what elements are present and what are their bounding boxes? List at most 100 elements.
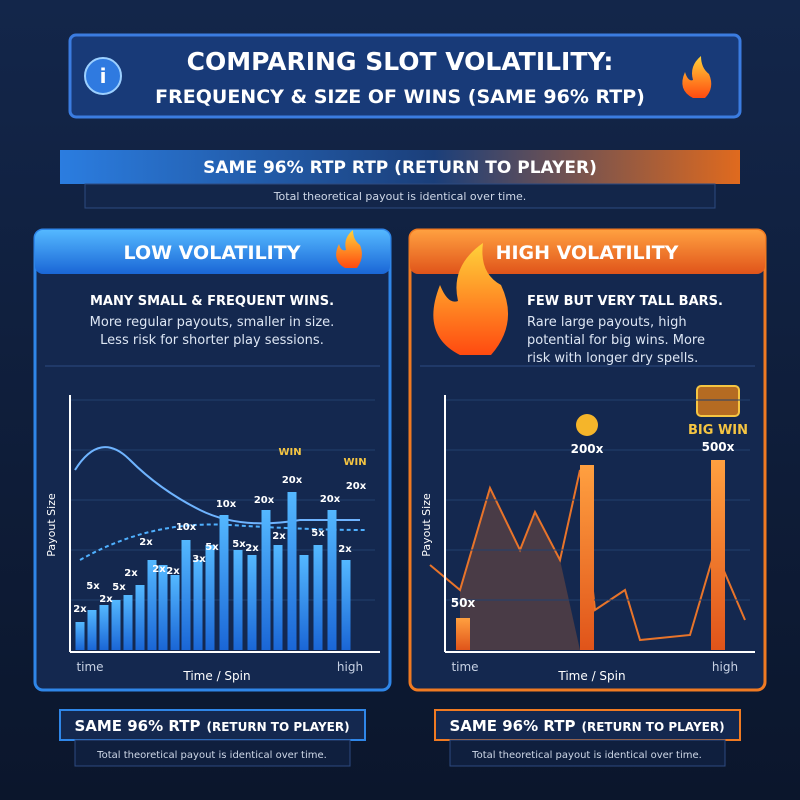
x-axis-label: Time / Spin: [182, 669, 250, 683]
x-axis-label: Time / Spin: [557, 669, 625, 683]
bar-label: 5x: [232, 539, 246, 550]
title-line1: COMPARING SLOT VOLATILITY:: [187, 47, 614, 76]
title-line2: FREQUENCY & SIZE OF WINS (SAME 96% RTP): [155, 86, 645, 108]
bar-label: 500x: [702, 440, 735, 454]
bar-label: 200x: [571, 442, 604, 456]
banner-sub: [84, 183, 716, 209]
bar-label: 20x: [254, 495, 275, 506]
footer-note: Total theoretical payout is identical ov…: [96, 750, 327, 761]
bar: [233, 550, 243, 650]
bar-label: 5x: [205, 542, 219, 553]
win-badge: WIN: [343, 457, 366, 468]
bar-label: 2x: [99, 594, 113, 605]
bar: [111, 600, 121, 650]
bar: [205, 545, 215, 650]
bar-label: 20x: [282, 475, 303, 486]
bar-label: 2x: [166, 566, 180, 577]
payout-area: [460, 488, 580, 650]
footer-box: [434, 709, 741, 741]
x-start: time: [76, 660, 103, 674]
bar-label: 2x: [73, 604, 87, 615]
bar-label: 20x: [320, 494, 341, 505]
x-end: high: [337, 660, 363, 674]
bar-label: 2x: [124, 568, 138, 579]
bar: [135, 585, 145, 650]
coin: [576, 414, 598, 436]
footer-note-box: [74, 739, 351, 767]
banner-bar: [60, 150, 740, 184]
flame-icon: [336, 230, 362, 268]
footer-title-small: (RETURN TO PLAYER): [206, 720, 349, 734]
panel-low-header: [35, 230, 390, 274]
flame-icon: [682, 56, 712, 98]
bar: [273, 545, 283, 650]
win-badge: BIG WIN: [688, 423, 748, 438]
bar: [99, 605, 109, 650]
info-icon: [84, 57, 122, 95]
bar-label: 5x: [311, 528, 325, 539]
bar: [193, 560, 203, 650]
x-end: high: [712, 660, 738, 674]
bar: [158, 565, 168, 650]
bar: [170, 575, 180, 650]
bar: [261, 510, 271, 650]
panel-body: Less risk for shorter play sessions.: [100, 333, 324, 348]
footer-box: [59, 709, 366, 741]
bar: [287, 492, 297, 650]
bar-label: 50x: [451, 596, 476, 610]
bar-label: 2x: [272, 531, 286, 542]
bar: [147, 560, 157, 650]
bar: [456, 618, 470, 650]
bar-label: 10x: [176, 522, 197, 533]
bar: [87, 610, 97, 650]
x-start: time: [451, 660, 478, 674]
panel-body: potential for big wins. More: [527, 333, 705, 348]
bar: [313, 545, 323, 650]
bar: [219, 515, 229, 650]
panel-high-header: [410, 230, 765, 274]
y-axis-label: Payout Size: [420, 493, 433, 557]
footer-title-main: SAME 96% RTP: [449, 717, 575, 735]
panel-body: More regular payouts, smaller in size.: [90, 315, 335, 330]
bar-label: 20x: [346, 481, 367, 492]
footer-note-box: [449, 739, 726, 767]
footer-title-main: SAME 96% RTP: [74, 717, 200, 735]
bar-label: 3x: [192, 554, 206, 565]
bar-label: 5x: [112, 582, 126, 593]
bar-label: 2x: [152, 564, 166, 575]
panel-body: Rare large payouts, high: [527, 315, 687, 330]
footer-note: Total theoretical payout is identical ov…: [471, 750, 702, 761]
bar-label: 10x: [216, 499, 237, 510]
footer-title: SAME 96% RTP (RETURN TO PLAYER): [449, 717, 724, 735]
panel-body: risk with longer dry spells.: [527, 351, 698, 366]
bar-label: 2x: [245, 543, 259, 554]
bar: [711, 460, 725, 650]
treasure-chest: [696, 385, 740, 417]
bar-label: 2x: [139, 537, 153, 548]
bar: [123, 595, 133, 650]
banner-title: SAME 96% RTP RTP (RETURN TO PLAYER): [203, 158, 597, 178]
bar-label: 2x: [338, 544, 352, 555]
bar: [75, 622, 85, 650]
info-glyph: i: [100, 64, 107, 88]
panel-title: LOW VOLATILITY: [124, 242, 301, 264]
y-axis-label: Payout Size: [45, 493, 58, 557]
bar: [181, 540, 191, 650]
panel-headline: FEW BUT VERY TALL BARS.: [527, 294, 723, 309]
footer-title-small: (RETURN TO PLAYER): [581, 720, 724, 734]
bar: [580, 465, 594, 650]
panel-title: HIGH VOLATILITY: [496, 242, 679, 264]
bar: [247, 555, 257, 650]
bar: [299, 555, 309, 650]
banner-subtitle: Total theoretical payout is identical ov…: [273, 190, 527, 203]
header-box: [68, 33, 742, 119]
bar: [341, 560, 351, 650]
trend-line: [79, 523, 366, 561]
bar-label: 5x: [86, 581, 100, 592]
flame-illustration: [433, 243, 509, 355]
panel-headline: MANY SMALL & FREQUENT WINS.: [90, 294, 334, 309]
footer-title: SAME 96% RTP (RETURN TO PLAYER): [74, 717, 349, 735]
bar: [327, 510, 337, 650]
volatility-curve: [74, 446, 360, 525]
